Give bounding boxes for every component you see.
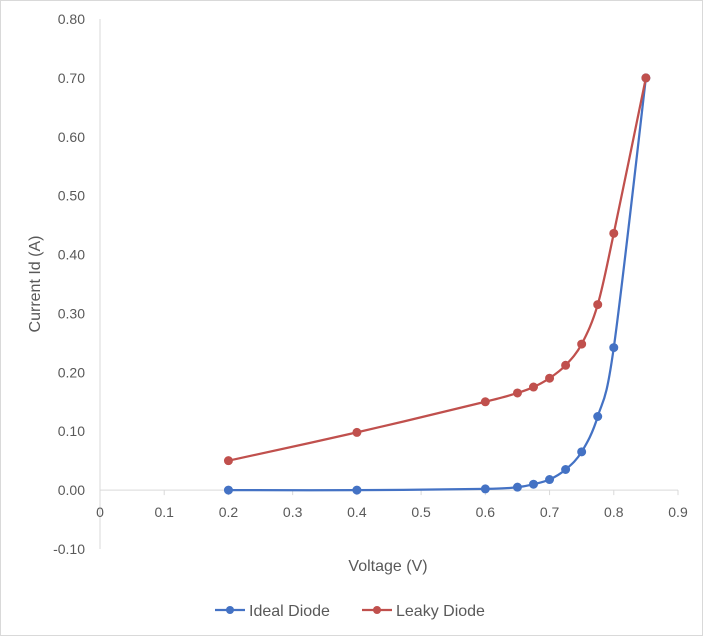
series-line-ideal-diode	[227, 76, 648, 492]
data-point-ideal-diode	[561, 465, 571, 474]
y-tick-label: 0.10	[58, 423, 85, 439]
x-tick-label: 0	[96, 504, 104, 520]
data-point-ideal-diode	[480, 484, 490, 494]
x-tick-label: 0.1	[154, 504, 174, 520]
data-point-ideal-diode	[223, 485, 233, 495]
x-tick-label: 0.2	[219, 504, 239, 520]
data-point-leaky-diode	[577, 339, 587, 349]
y-tick-label: 0.40	[58, 247, 85, 263]
legend: Ideal Diode Leaky Diode	[215, 603, 485, 620]
legend-item-leaky-diode: Leaky Diode	[362, 603, 485, 620]
data-point-ideal-diode	[529, 479, 538, 489]
x-tick-label: 0.3	[283, 504, 303, 520]
series-leaky-diode	[223, 73, 651, 466]
y-axis-title: Current Id (A)	[27, 236, 44, 333]
y-tick-label: 0.50	[58, 188, 85, 204]
data-point-ideal-diode	[352, 485, 362, 495]
x-tick-label: 0.6	[476, 504, 496, 520]
axes-layer: 0 0.1 0.2 0.3 0.4 0.5 0.6 0.7 0.8 0.9 -0.10 0.00 0.1…	[53, 11, 688, 557]
data-point-leaky-diode	[480, 397, 490, 407]
data-point-leaky-diode	[223, 456, 233, 466]
legend-label: Ideal Diode	[249, 603, 330, 620]
x-tick-label: 0.9	[668, 504, 688, 520]
y-tick-label: 0.20	[58, 364, 85, 380]
data-point-leaky-diode	[593, 300, 603, 310]
series-line-leaky-diode	[227, 76, 648, 462]
legend-swatch-marker	[226, 606, 234, 614]
y-tick-label: 0.70	[58, 70, 85, 86]
x-tick-label: 0.7	[540, 504, 560, 520]
y-tick-label: 0.30	[58, 305, 85, 321]
data-point-leaky-diode	[545, 373, 555, 383]
data-point-ideal-diode	[593, 412, 603, 421]
x-tick-label: 0.4	[347, 504, 367, 520]
x-axis-title: Voltage (V)	[348, 558, 427, 575]
data-point-leaky-diode	[512, 388, 522, 398]
x-tick-label: 0.8	[604, 504, 624, 520]
data-point-leaky-diode	[609, 228, 619, 238]
data-point-leaky-diode	[641, 73, 651, 83]
data-point-ideal-diode	[609, 343, 619, 353]
data-point-leaky-diode	[352, 427, 362, 437]
y-tick-label: 0.00	[58, 482, 85, 498]
legend-item-ideal-diode: Ideal Diode	[215, 603, 330, 620]
x-tick-label: 0.5	[411, 504, 431, 520]
data-point-leaky-diode	[529, 382, 538, 392]
y-tick-label: -0.10	[53, 541, 85, 557]
y-tick-label: 0.80	[58, 11, 85, 27]
data-point-ideal-diode	[545, 475, 555, 485]
series-layer	[223, 73, 651, 495]
data-point-ideal-diode	[512, 482, 522, 492]
series-ideal-diode	[223, 73, 651, 495]
legend-swatch-marker	[373, 606, 381, 614]
data-point-leaky-diode	[561, 360, 571, 370]
y-tick-label: 0.60	[58, 129, 85, 145]
data-point-ideal-diode	[577, 447, 587, 457]
legend-label: Leaky Diode	[396, 603, 485, 620]
